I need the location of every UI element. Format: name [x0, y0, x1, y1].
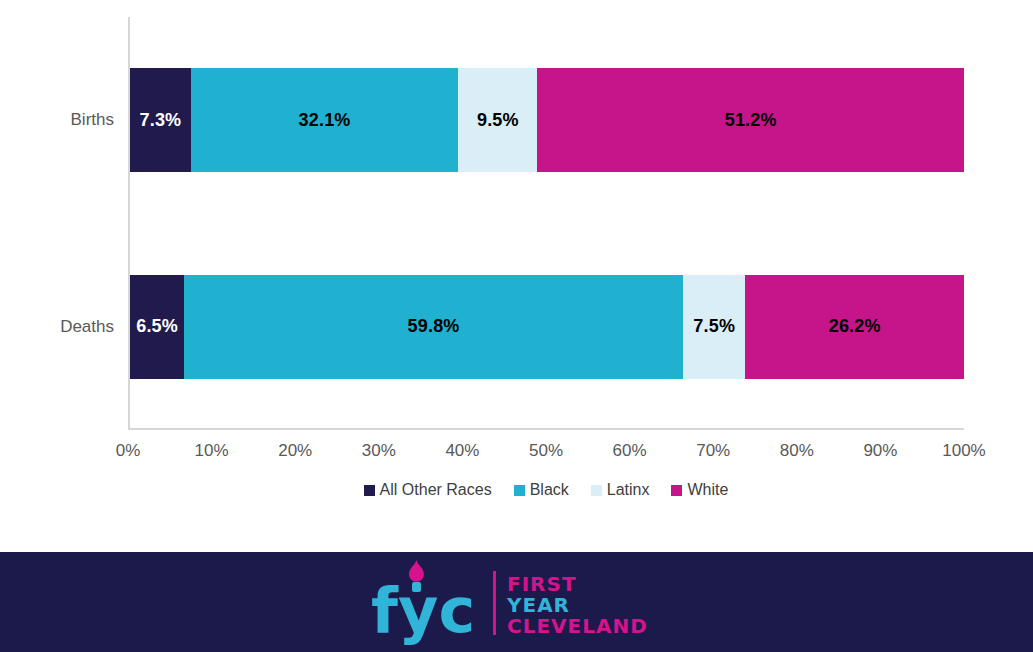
- category-label-births: Births: [0, 109, 114, 131]
- segment-latinx: 9.5%: [458, 68, 537, 172]
- x-tick-label: 90%: [863, 441, 897, 461]
- x-axis: 0%10%20%30%40%50%60%70%80%90%100%: [128, 441, 964, 463]
- segment-black: 32.1%: [191, 68, 458, 172]
- legend-swatch: [514, 485, 525, 496]
- segment-black: 59.8%: [184, 275, 683, 379]
- data-label: 26.2%: [829, 316, 881, 337]
- data-label: 9.5%: [477, 110, 519, 131]
- x-tick-label: 60%: [613, 441, 647, 461]
- legend-swatch: [671, 485, 682, 496]
- legend-swatch: [591, 485, 602, 496]
- segment-all-other-races: 7.3%: [130, 68, 191, 172]
- legend-label: Black: [530, 481, 569, 499]
- x-tick-label: 40%: [445, 441, 479, 461]
- category-label-deaths: Deaths: [0, 316, 114, 338]
- legend-item-all-other-races: All Other Races: [364, 481, 492, 499]
- bar-births: 7.3% 32.1% 9.5% 51.2%: [130, 68, 964, 172]
- data-label: 6.5%: [136, 316, 178, 337]
- legend-item-latinx: Latinx: [591, 481, 650, 499]
- segment-all-other-races: 6.5%: [130, 275, 184, 379]
- logo-line3: CLEVELAND: [507, 614, 648, 638]
- logo-acronym: fyc: [371, 574, 475, 646]
- x-tick-label: 80%: [780, 441, 814, 461]
- data-label: 7.5%: [693, 316, 735, 337]
- x-tick-label: 0%: [116, 441, 141, 461]
- segment-white: 26.2%: [745, 275, 964, 379]
- first-year-cleveland-logo: fyc FIRST YEAR CLEVELAND: [367, 558, 667, 646]
- plot-area: 7.3% 32.1% 9.5% 51.2% 6.5% 59.8% 7.5% 26.2%: [128, 17, 964, 430]
- data-label: 51.2%: [725, 110, 777, 131]
- x-tick-label: 30%: [362, 441, 396, 461]
- bar-deaths: 6.5% 59.8% 7.5% 26.2%: [130, 275, 964, 379]
- data-label: 32.1%: [299, 110, 351, 131]
- slide: 7.3% 32.1% 9.5% 51.2% 6.5% 59.8% 7.5% 26.2% 0% 1…: [0, 0, 1033, 652]
- data-label: 7.3%: [139, 110, 181, 131]
- legend-swatch: [364, 485, 375, 496]
- legend-item-black: Black: [514, 481, 569, 499]
- segment-latinx: 7.5%: [683, 275, 746, 379]
- x-tick-label: 100%: [942, 441, 985, 461]
- segment-white: 51.2%: [537, 68, 964, 172]
- legend-label: Latinx: [607, 481, 650, 499]
- data-label: 59.8%: [408, 316, 460, 337]
- logo-divider: [493, 571, 496, 635]
- footer-banner: fyc FIRST YEAR CLEVELAND: [0, 552, 1033, 652]
- x-tick-label: 70%: [696, 441, 730, 461]
- legend-label: All Other Races: [380, 481, 492, 499]
- legend-item-white: White: [671, 481, 728, 499]
- x-tick-label: 50%: [529, 441, 563, 461]
- legend: All Other Races Black Latinx White: [128, 481, 964, 499]
- x-tick-label: 10%: [195, 441, 229, 461]
- x-tick-label: 20%: [278, 441, 312, 461]
- legend-label: White: [687, 481, 728, 499]
